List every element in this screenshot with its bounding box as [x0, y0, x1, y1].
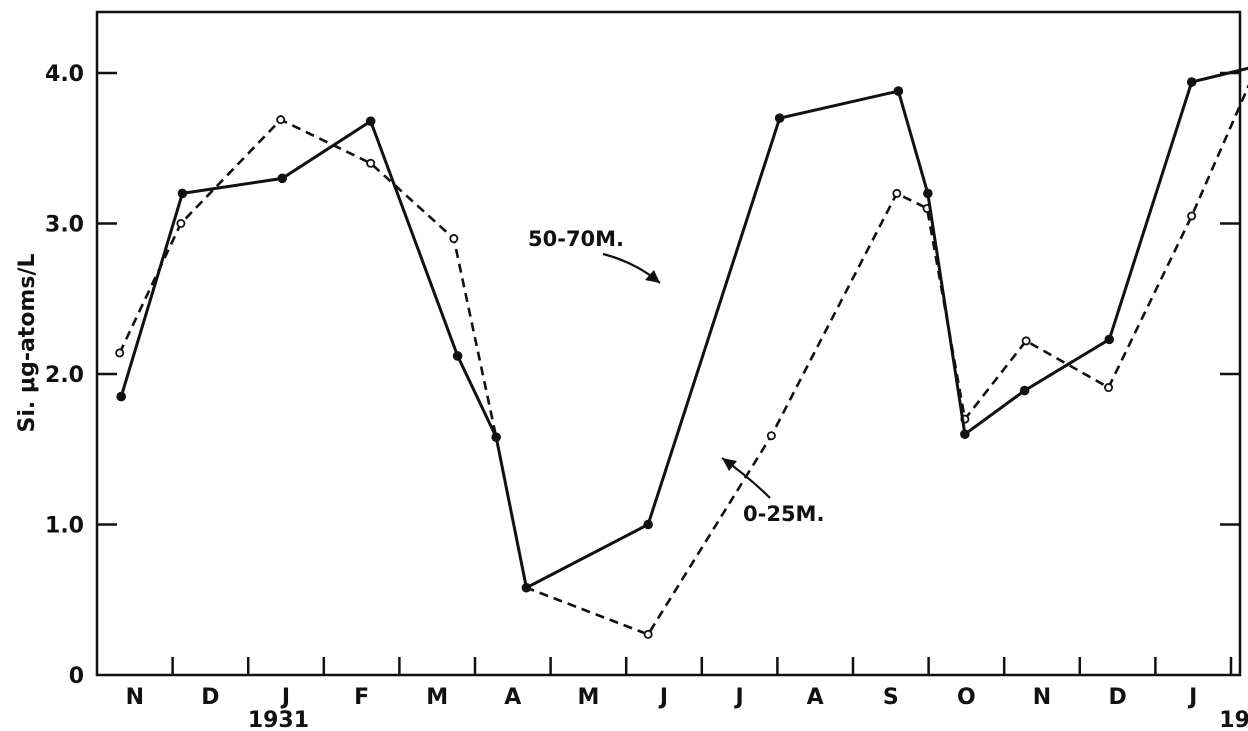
x-tick-label-4: M	[426, 685, 448, 710]
data-point-50-70m-5	[491, 432, 501, 443]
data-point-0-25m-8	[766, 431, 776, 441]
data-point-50-70m-4	[452, 351, 463, 361]
data-point-50-70m-12	[1019, 385, 1030, 396]
data-point-50-70m-11	[960, 429, 970, 440]
y-axis-title: Si. μg-atoms/L	[15, 253, 40, 432]
x-tick-label-14: J	[1187, 685, 1197, 710]
series-50-70m	[116, 66, 1248, 593]
x-tick-label-8: J	[734, 685, 744, 710]
annotation-50-70m-arrowhead	[645, 270, 660, 283]
data-point-50-70m-2	[277, 173, 288, 184]
data-point-0-25m-7	[643, 629, 653, 639]
x-tick-label-11: O	[957, 685, 976, 710]
data-point-50-70m-6	[521, 582, 532, 593]
data-point-50-70m-9	[893, 86, 904, 96]
data-point-50-70m-3	[365, 116, 376, 126]
data-point-0-25m-0	[115, 348, 125, 358]
data-point-0-25m-14	[1187, 211, 1197, 221]
data-point-0-25m-2	[276, 115, 286, 125]
x-tick-label-7: J	[658, 685, 668, 710]
data-point-0-25m-9	[892, 188, 902, 198]
data-point-50-70m-14	[1186, 77, 1197, 87]
x-tick-label-9: A	[807, 685, 824, 710]
data-point-50-70m-10	[923, 188, 933, 199]
x-tick-label-12: N	[1033, 685, 1051, 710]
data-point-50-70m-8	[774, 113, 785, 123]
series-0-25m	[115, 83, 1248, 639]
plot-frame	[95, 10, 1242, 677]
data-point-0-25m-12	[1021, 336, 1031, 346]
x-tick-label-1: D	[201, 685, 219, 710]
annotation-0-25m-arrowhead	[722, 458, 737, 471]
x-tick-label-6: M	[577, 685, 599, 710]
data-point-0-25m-3	[366, 158, 376, 168]
annotation-50-70m: 50-70M.	[528, 227, 661, 284]
series-line-0-25m	[118, 83, 1248, 636]
series-layer	[115, 66, 1248, 639]
y-axis-ticks: 0 1.0 2.0 3.0 4.0	[45, 62, 1240, 689]
y-tick-label-4: 4.0	[45, 62, 84, 87]
data-point-0-25m-4	[449, 234, 459, 244]
x-axis-ticks: NDJFMAMJJASONDJ19311932	[126, 657, 1248, 731]
y-tick-label-2: 2.0	[45, 363, 84, 388]
data-point-0-25m-1	[176, 218, 186, 228]
x-year-label-0: 1931	[248, 708, 309, 731]
data-point-50-70m-13	[1104, 334, 1115, 345]
data-point-50-70m-0	[116, 391, 126, 402]
x-tick-label-10: S	[883, 685, 899, 710]
y-tick-label-0: 0	[69, 664, 84, 689]
x-tick-label-0: N	[126, 685, 144, 710]
y-tick-label-3: 3.0	[45, 213, 84, 238]
x-tick-label-2: J	[280, 685, 290, 710]
x-tick-label-3: F	[354, 685, 369, 710]
annotation-0-25m-label: 0-25M.	[743, 502, 824, 526]
data-point-0-25m-13	[1104, 383, 1114, 393]
x-year-label-1: 1932	[1219, 708, 1248, 731]
y-tick-label-1: 1.0	[45, 514, 84, 539]
x-tick-label-13: D	[1108, 685, 1126, 710]
annotation-0-25m: 0-25M.	[721, 457, 824, 526]
data-point-50-70m-7	[643, 519, 653, 530]
series-line-50-70m	[119, 66, 1248, 590]
annotation-50-70m-label: 50-70M.	[528, 227, 624, 251]
x-tick-label-5: A	[504, 685, 521, 710]
data-point-50-70m-1	[177, 188, 188, 199]
